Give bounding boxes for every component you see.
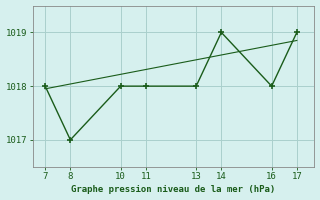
X-axis label: Graphe pression niveau de la mer (hPa): Graphe pression niveau de la mer (hPa) [71, 185, 276, 194]
